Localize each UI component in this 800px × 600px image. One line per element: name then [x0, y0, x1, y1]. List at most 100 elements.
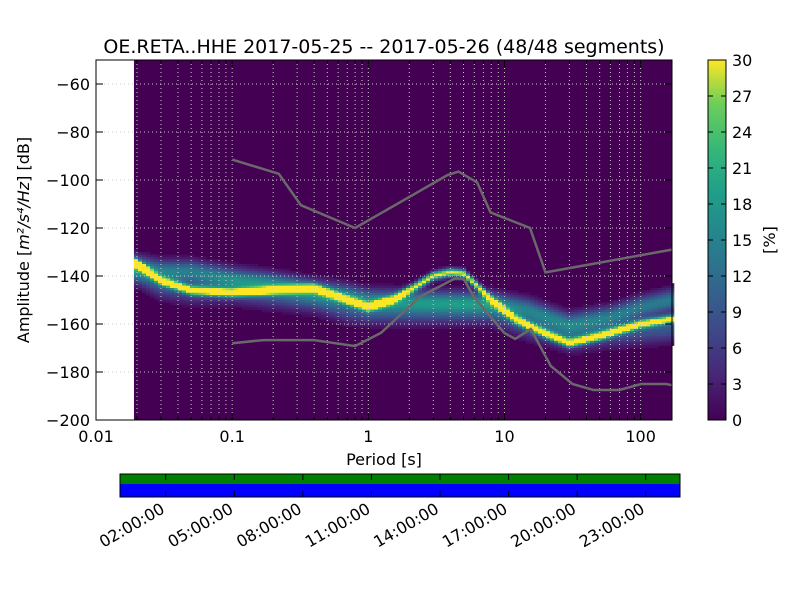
heatmap-cell — [630, 309, 635, 313]
heatmap-cell — [438, 278, 443, 282]
heatmap-cell — [290, 304, 295, 308]
heatmap-cell — [330, 309, 335, 313]
heatmap-cell — [254, 283, 259, 286]
heatmap-cell — [482, 312, 487, 315]
heatmap-cell — [378, 316, 383, 320]
heatmap-cell — [394, 321, 399, 325]
heatmap-cell — [510, 324, 515, 327]
heatmap-cell — [262, 309, 267, 313]
heatmap-cell — [302, 278, 307, 282]
heatmap-cell — [218, 292, 223, 296]
heatmap-cell — [274, 290, 279, 294]
heatmap-cell — [426, 278, 431, 282]
heatmap-cell — [654, 314, 659, 318]
heatmap-cell — [310, 307, 315, 310]
heatmap-cell — [422, 326, 427, 330]
heatmap-cell — [266, 309, 271, 313]
heatmap-cell — [514, 324, 519, 327]
heatmap-cell — [446, 278, 451, 282]
heatmap-cell — [546, 338, 551, 342]
heatmap-cell — [486, 297, 491, 301]
heatmap-cell — [302, 288, 307, 291]
heatmap-cell — [346, 292, 351, 296]
heatmap-cell — [314, 285, 319, 289]
heatmap-cell — [306, 290, 311, 294]
heatmap-cell — [186, 295, 191, 298]
heatmap-cell — [146, 264, 151, 267]
heatmap-cell — [562, 307, 567, 310]
heatmap-cell — [490, 324, 495, 327]
heatmap-cell — [282, 280, 287, 284]
heatmap-cell — [218, 280, 223, 284]
heatmap-cell — [274, 307, 279, 310]
heatmap-cell — [550, 309, 555, 313]
heatmap-cell — [198, 261, 203, 265]
heatmap-cell — [458, 324, 463, 327]
heatmap-cell — [358, 297, 363, 301]
heatmap-cell — [294, 280, 299, 284]
heatmap-cell — [266, 285, 271, 289]
heatmap-cell — [330, 288, 335, 291]
heatmap-cell — [210, 278, 215, 282]
heatmap-cell — [154, 278, 159, 282]
heatmap-cell — [506, 319, 511, 322]
heatmap-cell — [182, 304, 187, 308]
heatmap-cell — [210, 261, 215, 265]
heatmap-cell — [398, 302, 403, 306]
heatmap-cell — [294, 297, 299, 301]
heatmap-cell — [614, 309, 619, 313]
heatmap-cell — [518, 292, 523, 296]
heatmap-cell — [474, 309, 479, 313]
heatmap-cell — [578, 345, 583, 349]
heatmap-cell — [494, 314, 499, 318]
heatmap-cell — [142, 268, 147, 272]
heatmap-cell — [394, 312, 399, 315]
heatmap-cell — [542, 343, 547, 346]
heatmap-cell — [530, 336, 535, 339]
heatmap-cell — [634, 343, 639, 346]
heatmap-cell — [170, 261, 175, 265]
noise-models — [231, 158, 673, 392]
heatmap-cell — [458, 304, 463, 308]
heatmap-cell — [170, 288, 175, 291]
heatmap-cell — [410, 292, 415, 296]
heatmap-cell — [482, 326, 487, 330]
heatmap-cell — [438, 297, 443, 301]
heatmap-cell — [542, 304, 547, 308]
heatmap-cell — [430, 297, 435, 301]
heatmap-cell — [238, 271, 243, 274]
heatmap-cell — [446, 268, 451, 272]
heatmap-cell — [546, 312, 551, 315]
heatmap-cell — [318, 297, 323, 301]
heatmap-cell — [526, 338, 531, 342]
heatmap-cell — [286, 271, 291, 274]
heatmap-cell — [566, 307, 571, 310]
heatmap-cell — [234, 295, 239, 298]
heatmap-cell — [194, 273, 199, 277]
heatmap-cell — [514, 312, 519, 315]
heatmap-cell — [214, 273, 219, 277]
heatmap-cell — [338, 292, 343, 296]
heatmap-cell — [470, 295, 475, 298]
heatmap-cell — [414, 285, 419, 289]
heatmap-cell — [174, 295, 179, 298]
heatmap-cell — [174, 283, 179, 286]
heatmap-cell — [326, 278, 331, 282]
heatmap-cell — [590, 312, 595, 315]
heatmap-cell — [442, 302, 447, 306]
heatmap-cell — [154, 268, 159, 272]
heatmap-cell — [446, 273, 451, 277]
heatmap-cell — [402, 292, 407, 296]
heatmap-cell — [162, 261, 167, 265]
heatmap-cell — [602, 336, 607, 339]
heatmap-cell — [550, 333, 555, 337]
heatmap-cell — [270, 290, 275, 294]
heatmap-cell — [434, 273, 439, 277]
heatmap-cell — [518, 307, 523, 310]
heatmap-cell — [498, 290, 503, 294]
heatmap-cell — [606, 331, 611, 334]
heatmap-cell — [518, 336, 523, 339]
heatmap-cell — [406, 283, 411, 286]
heatmap-cell — [226, 302, 231, 306]
heatmap-cell — [634, 328, 639, 332]
